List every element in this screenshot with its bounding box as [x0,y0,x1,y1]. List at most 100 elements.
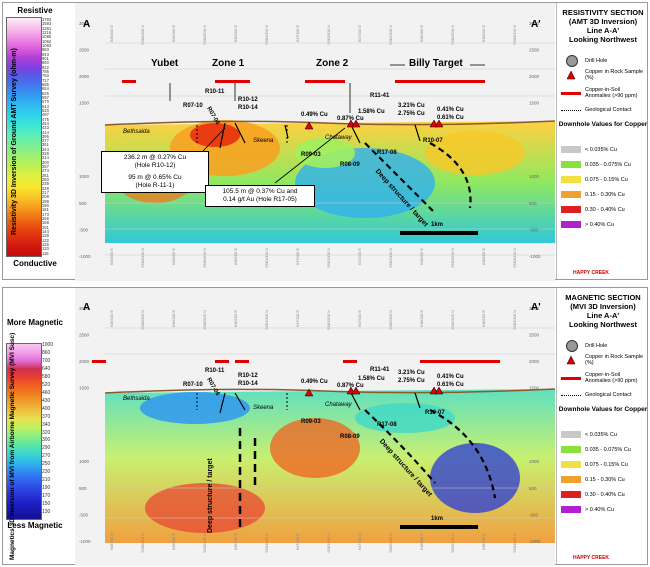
elevation-tick-label: -500 [79,513,89,518]
easting-tick-label: 5583000 N [512,533,517,553]
easting-tick-label: 648500 E [481,248,486,265]
easting-tick-label: 5582500 N [450,25,455,45]
scale-value: 261 [42,172,49,178]
scale-value: 181 [42,207,49,213]
easting-tick-label: 646000 E [171,533,176,550]
scale-value: 287 [42,164,49,170]
scale-value: 395 [42,133,49,139]
legend-rock-sample: Copper in Rock Sample (%) [561,354,647,366]
scale-value: 228 [42,185,49,191]
resistivity-scale-values: 1783 1593 1361 1216 1085 1062 1083 983 943 901 860… [42,17,68,256]
rock-sample-value: 0.87% Cu [337,116,364,122]
scale-bottom-label: Conductive [13,259,57,268]
scale-value: 210 [42,477,51,484]
elevation-tick-label: 500 [79,201,87,206]
easting-tick-label: 5583000 N [512,25,517,45]
scale-value: 150 [42,501,51,508]
elevation-tick-label: 3000 [529,21,540,26]
scale-value: 290 [42,445,51,452]
legend-bin: 0.035 - 0.075% Cu [561,446,631,453]
elevation-tick-label: 1000 [529,174,540,179]
scale-value: 329 [42,151,49,157]
easting-tick-label: 645500 E [109,248,114,265]
geology-label: Chataway [325,135,352,141]
drill-hole-label: R08-09 [340,434,360,440]
scale-value: 1361 [42,25,52,31]
scale-value: 625 [42,90,49,96]
legend-soil-anomaly: Copper-in-Soil Anomalies (>90 ppm) [561,87,647,99]
scale-value: 270 [42,453,51,460]
easting-tick-label: 5580500 N [202,25,207,45]
drill-hole-label: R11-41 [370,93,390,99]
scale-value: 250 [42,461,51,468]
interval-box-1: 236.2 m @ 0.27% Cu (Hole R10-12) 95 m @ … [101,151,209,193]
elevation-tick-label: -1000 [529,539,541,544]
elevation-tick-label: -1000 [529,254,541,259]
geological-contacts [196,125,288,143]
elevation-tick-label: -1000 [79,539,91,544]
drill-hole-label: R10-12 [238,97,258,103]
elevation-tick-label: 2500 [529,333,540,338]
easting-tick-label: 5581500 N [326,533,331,553]
scale-value: 190 [42,203,49,209]
easting-tick-label: 647000 E [295,25,300,42]
scale-value: 230 [42,469,51,476]
elevation-tick-label: 500 [529,486,537,491]
high-mag-zone [270,418,360,478]
scale-value: 475 [42,116,49,122]
scale-value: 860 [42,60,49,66]
scale-value: 414 [42,129,49,135]
scale-top-label: More Magnetic [6,318,63,327]
legend-bin: 0.15 - 0.30% Cu [561,476,625,483]
elevation-tick-label: -500 [529,513,539,518]
scale-value: 454 [42,120,49,126]
elevation-tick-label: -1000 [79,254,91,259]
drill-hole-label: R08-09 [340,162,360,168]
easting-tick-label: 646000 E [171,248,176,265]
easting-tick-label: 648500 E [481,533,486,550]
easting-tick-label: 646500 E [233,248,238,265]
resistivity-axis-title: Resistivity 3D Inversion of Ground AMT S… [11,48,18,235]
deep-target-label: Deep structure / target [207,458,214,533]
topography-line [104,120,555,126]
drill-hole-label: R10-14 [238,105,258,111]
drill-hole-label: R11-41 [370,367,390,373]
scale-value: 250 [42,177,49,183]
scale-bar-label: 1km [431,222,444,228]
brand-logo: HAPPY CREEK [573,555,610,561]
easting-tick-label: 646000 E [171,310,176,327]
scale-value: 120 [42,246,49,252]
interval-box-2: 105.5 m @ 0.37% Cu and 0.14 g/t Au (Hole… [205,185,315,207]
moderate-resistivity-zone [425,131,525,175]
scale-value: 497 [42,112,49,118]
easting-tick-label: 648000 E [419,248,424,265]
scale-value: 1593 [42,21,52,27]
legend-downhole-title: Downhole Values for Copper [558,406,648,413]
scale-bottom-label: Less Magnetic [7,521,63,530]
legend-bin: 0.035 - 0.075% Cu [561,161,631,168]
scale-bar [400,525,478,529]
easting-tick-label: 5580500 N [202,310,207,330]
drill-traces [219,390,421,414]
zone-label-billy-target: Billy Target [409,58,463,69]
deep-target-line-4 [429,409,497,499]
elevation-tick-label: 1500 [79,386,90,391]
rock-sample-value: 0.49% Cu [301,112,328,118]
scale-value: 1085 [42,34,52,40]
section-end-right: A' [531,302,541,313]
easting-tick-label: 648000 E [419,25,424,42]
drill-hole-label: R10-11 [205,89,225,95]
easting-tick-label: 5582000 N [388,248,393,268]
scale-value: 400 [42,405,51,412]
drill-hole-label: R10-07 [423,138,443,144]
elevation-tick-label: 2000 [79,74,90,79]
elevation-tick-label: 2500 [79,333,90,338]
rock-sample-value: 2.75% Cu [398,111,425,117]
scale-value: 1083 [42,42,52,48]
scale-value: 151 [42,224,49,230]
legend-bin: 0.30 - 0.40% Cu [561,206,625,213]
easting-tick-label: 5581500 N [326,310,331,330]
scale-value: 165 [42,216,49,222]
geology-label: Bethsaida [123,129,150,135]
easting-tick-label: 645500 E [109,533,114,550]
